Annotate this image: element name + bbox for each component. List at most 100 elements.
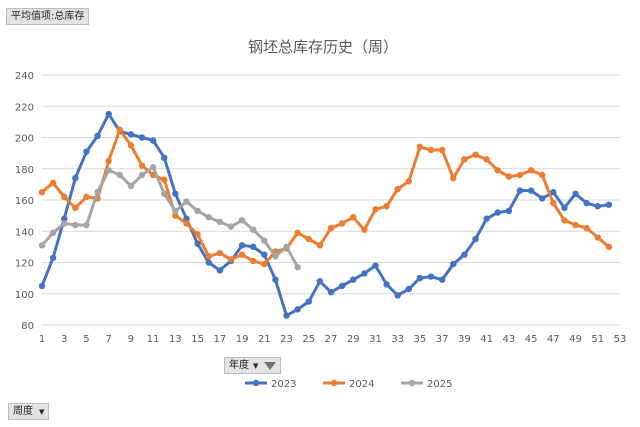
legend-label-2023: 2023 (271, 379, 296, 390)
data-point-2024 (361, 226, 368, 233)
data-point-2023 (38, 282, 46, 290)
filter-icon (264, 361, 277, 370)
data-point-2024 (594, 234, 601, 241)
data-point-2025 (283, 243, 290, 251)
data-point-2024 (294, 229, 301, 237)
series-line-2023 (40, 112, 610, 318)
data-point-2025 (94, 188, 101, 196)
x-tick-label: 41 (480, 334, 493, 345)
data-point-2023 (350, 276, 357, 283)
y-tick-label: 220 (15, 102, 34, 113)
legend-marker-2024 (330, 379, 338, 387)
data-point-2023 (194, 240, 201, 247)
data-point-2023 (149, 137, 157, 144)
x-tick-label: 3 (61, 334, 67, 345)
x-tick-label: 13 (169, 334, 182, 345)
data-point-2023 (427, 273, 435, 280)
data-point-2024 (572, 221, 579, 229)
data-point-2023 (561, 204, 568, 212)
week-filter-button[interactable]: 周度 ▼ (8, 403, 50, 420)
dropdown-arrow-icon: ▼ (253, 361, 259, 370)
data-point-2023 (438, 276, 446, 283)
data-point-2024 (538, 171, 546, 179)
data-point-2024 (161, 176, 168, 183)
legend-label-2024: 2024 (349, 379, 374, 390)
data-point-2023 (383, 281, 390, 288)
data-point-2023 (327, 288, 335, 296)
data-point-2025 (61, 220, 68, 227)
data-point-2024 (427, 146, 435, 154)
legend: 2023 2024 2025 (245, 379, 452, 390)
data-point-2025 (261, 237, 268, 244)
data-point-2024 (405, 178, 413, 185)
data-point-2024 (505, 173, 513, 180)
data-point-2024 (383, 203, 390, 210)
data-point-2024 (316, 242, 324, 249)
values-field-button[interactable]: 平均值项:总库存 (6, 8, 90, 25)
x-tick-label: 33 (391, 334, 404, 345)
data-point-2024 (72, 204, 79, 212)
data-point-2023 (361, 270, 368, 277)
data-point-2023 (272, 276, 279, 283)
data-point-2024 (350, 213, 357, 221)
data-point-2024 (61, 193, 68, 201)
year-filter-button[interactable]: 年度 ▼ (224, 357, 282, 374)
data-point-2023 (583, 199, 590, 207)
data-point-2024 (483, 156, 490, 163)
data-point-2023 (550, 188, 557, 196)
data-point-2025 (172, 207, 179, 215)
x-tick-label: 21 (258, 334, 271, 345)
x-tick-label: 31 (369, 334, 382, 345)
y-tick-label: 120 (15, 259, 34, 270)
data-point-2023 (372, 262, 379, 269)
data-point-2024 (238, 251, 246, 258)
data-point-2024 (249, 257, 257, 265)
data-point-2023 (83, 148, 90, 155)
data-point-2023 (238, 242, 246, 249)
x-tick-label: 5 (83, 334, 89, 345)
x-tick-label: 49 (569, 334, 582, 345)
data-point-2023 (538, 195, 546, 202)
series-line-2024 (41, 128, 610, 266)
data-point-2024 (138, 162, 146, 169)
data-point-2025 (116, 171, 124, 179)
data-point-2023 (205, 259, 212, 266)
week-field-label: 周度 (13, 405, 33, 417)
data-point-2023 (61, 215, 68, 222)
data-point-2023 (72, 174, 79, 182)
data-point-2023 (516, 187, 524, 194)
data-point-2023 (216, 267, 224, 274)
data-point-2025 (83, 221, 90, 229)
x-tick-label: 27 (325, 334, 338, 345)
data-point-2024 (83, 193, 90, 201)
x-tick-label: 7 (106, 334, 112, 345)
data-point-2023 (249, 243, 257, 251)
data-point-2024 (450, 174, 457, 182)
data-point-2023 (527, 187, 535, 194)
data-point-2023 (494, 209, 501, 216)
data-point-2024 (216, 249, 224, 257)
data-point-2023 (405, 285, 413, 293)
data-point-2023 (594, 203, 601, 210)
data-point-2024 (194, 231, 201, 238)
x-tick-label: 23 (280, 334, 293, 345)
data-point-2023 (183, 215, 190, 222)
y-tick-label: 200 (15, 134, 34, 145)
legend-marker-2023 (252, 379, 260, 387)
data-point-2024 (116, 126, 124, 133)
y-tick-label: 180 (15, 165, 34, 176)
data-point-2024 (527, 167, 535, 174)
data-point-2025 (49, 229, 57, 237)
data-point-2023 (450, 260, 457, 268)
x-tick-label: 47 (547, 334, 560, 345)
x-tick-label: 15 (191, 334, 204, 345)
data-point-2023 (172, 190, 179, 197)
data-point-2023 (316, 278, 324, 285)
data-point-2024 (561, 217, 568, 224)
x-tick-label: 11 (147, 334, 160, 345)
y-tick-label: 80 (21, 321, 34, 332)
data-point-2023 (105, 110, 112, 118)
data-point-2025 (149, 163, 157, 171)
data-point-2025 (194, 207, 201, 215)
